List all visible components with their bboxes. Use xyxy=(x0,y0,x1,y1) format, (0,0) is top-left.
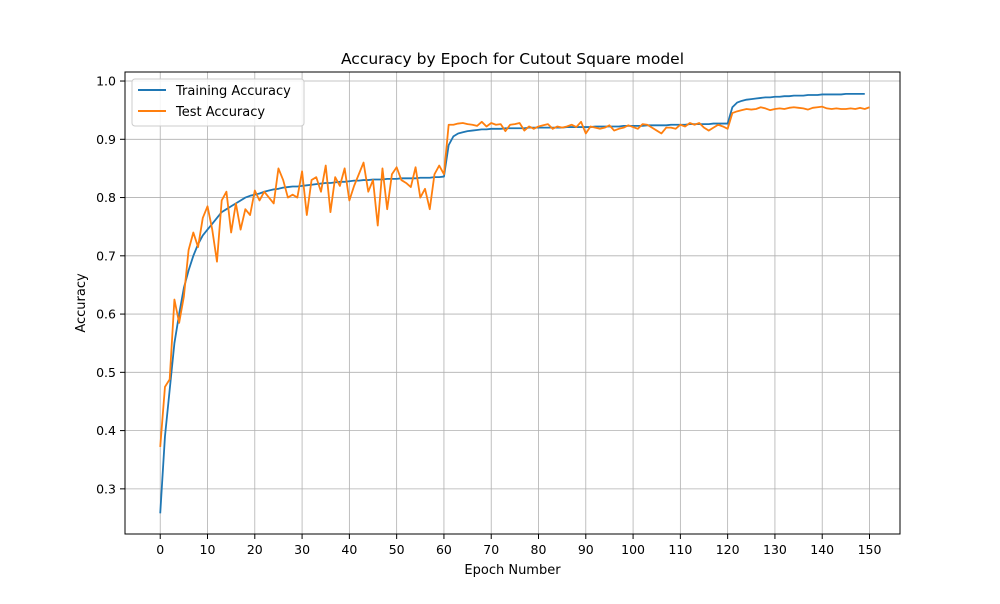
test-accuracy-line xyxy=(159,105,870,447)
y-tick-label: 0.3 xyxy=(96,481,116,496)
x-axis-label: Epoch Number xyxy=(464,563,561,578)
y-tick-label: 0.4 xyxy=(96,423,116,438)
y-tick-label: 0.6 xyxy=(96,307,116,322)
legend: Training Accuracy Test Accuracy xyxy=(131,78,305,127)
x-tick-label: 140 xyxy=(810,542,834,557)
x-tick-label: 10 xyxy=(200,542,216,557)
x-tick-label: 20 xyxy=(247,542,263,557)
x-tick-label: 50 xyxy=(389,542,405,557)
training-accuracy-line xyxy=(159,92,865,514)
grid-lines xyxy=(125,72,900,534)
y-axis-label: Accuracy xyxy=(74,273,89,333)
legend-label-test: Test Accuracy xyxy=(175,105,265,120)
x-tick-label: 110 xyxy=(668,542,692,557)
legend-box xyxy=(131,78,305,127)
y-tick-label: 0.7 xyxy=(96,248,116,263)
x-tick-label: 150 xyxy=(858,542,882,557)
y-tick-label: 0.9 xyxy=(96,132,116,147)
x-axis-ticks: 0 10 20 30 40 50 60 70 80 90 100 110 120 130 140 150 xyxy=(156,534,881,557)
x-tick-label: 0 xyxy=(156,542,164,557)
y-axis-ticks: 0.3 0.4 0.5 0.6 0.7 0.8 0.9 1.0 xyxy=(96,74,125,496)
y-tick-label: 0.5 xyxy=(96,365,116,380)
x-tick-label: 60 xyxy=(436,542,452,557)
x-tick-label: 70 xyxy=(483,542,499,557)
chart-title: Accuracy by Epoch for Cutout Square mode… xyxy=(341,50,684,68)
x-tick-label: 90 xyxy=(578,542,594,557)
series-lines xyxy=(159,92,870,514)
x-tick-label: 130 xyxy=(763,542,787,557)
x-tick-label: 100 xyxy=(621,542,645,557)
x-tick-label: 120 xyxy=(716,542,740,557)
x-tick-label: 80 xyxy=(531,542,547,557)
plot-area-frame xyxy=(124,71,901,535)
y-tick-label: 1.0 xyxy=(96,74,116,89)
legend-label-training: Training Accuracy xyxy=(175,84,291,99)
y-tick-label: 0.8 xyxy=(96,190,116,205)
x-tick-label: 40 xyxy=(341,542,357,557)
x-tick-label: 30 xyxy=(294,542,310,557)
